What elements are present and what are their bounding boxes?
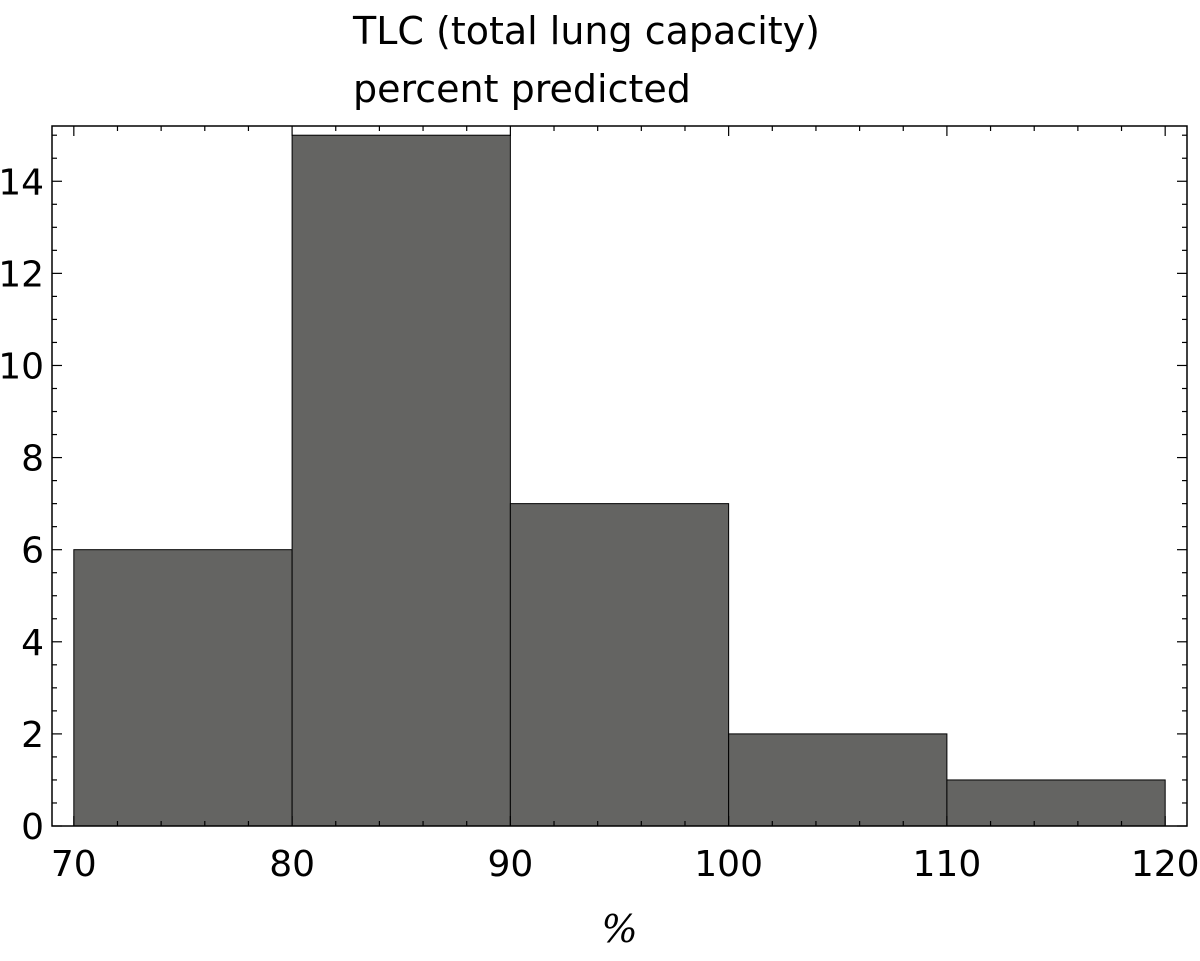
x-tick-label-100: 100 — [694, 844, 763, 885]
y-tick-label-10: 10 — [0, 346, 44, 387]
chart-title: TLC (total lung capacity) percent predic… — [353, 2, 820, 118]
histogram-bar-80-90 — [291, 134, 511, 827]
x-tick-label-120: 120 — [1131, 844, 1200, 885]
chart-title-line-1: TLC (total lung capacity) — [353, 9, 820, 53]
ticks-group — [52, 126, 1187, 827]
y-tick-label-4: 4 — [21, 623, 44, 664]
x-axis-label: % — [601, 907, 637, 951]
bars-group — [73, 134, 1166, 827]
y-tick-label-8: 8 — [21, 439, 44, 480]
x-tick-label-80: 80 — [269, 844, 315, 885]
x-tick-labels: 70 80 90 100 110 120 — [51, 844, 1200, 885]
x-tick-label-110: 110 — [913, 844, 982, 885]
y-tick-labels: 0 2 4 6 8 10 12 14 — [0, 162, 44, 848]
histogram-bar-90-100 — [509, 503, 730, 827]
y-tick-label-12: 12 — [0, 254, 44, 295]
chart-title-line-2: percent predicted — [353, 67, 691, 111]
x-tick-label-70: 70 — [51, 844, 97, 885]
histogram-bar-70-80 — [73, 549, 293, 827]
histogram-bar-100-110 — [728, 733, 948, 827]
y-tick-label-0: 0 — [21, 807, 44, 848]
y-tick-label-2: 2 — [21, 715, 44, 756]
histogram-bar-110-120 — [946, 779, 1166, 827]
y-tick-label-14: 14 — [0, 162, 44, 203]
plot-frame — [51, 125, 1188, 827]
x-tick-label-90: 90 — [487, 844, 533, 885]
y-tick-label-6: 6 — [21, 531, 44, 572]
